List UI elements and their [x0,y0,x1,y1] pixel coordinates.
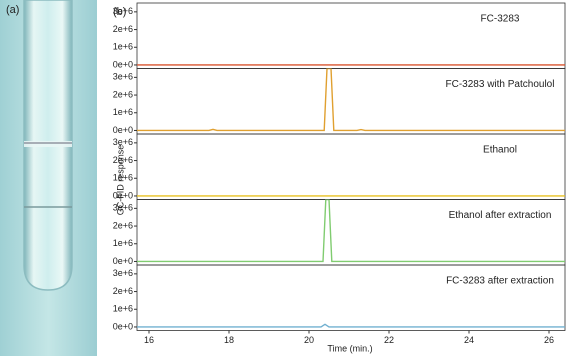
x-tick-label: 20 [304,335,314,345]
chart-title: Ethanol after extraction [449,210,552,221]
x-tick-label: 24 [464,335,474,345]
series-line [137,199,565,263]
series-line [137,323,565,328]
chart-title: FC-3283 after extraction [446,276,554,287]
photo [0,0,97,356]
y-tick-label: 3e+6 [113,137,133,147]
y-tick-label: 0e+0 [113,321,133,331]
chart-title: Ethanol [483,145,517,156]
y-axis-label: GC-FID response [115,145,125,216]
series-line [137,68,565,132]
y-tick-label: 1e+6 [113,173,133,183]
y-tick-label: 3e+6 [113,72,133,82]
y-tick-label: 2e+6 [113,286,133,296]
y-tick-label: 1e+6 [113,304,133,314]
x-tick-label: 16 [144,335,154,345]
y-tick-label: 0e+0 [113,190,133,200]
x-tick-label: 26 [544,335,554,345]
y-tick-label: 1e+6 [113,238,133,248]
x-tick-label: 18 [224,335,234,345]
plot-frame [136,264,566,331]
y-tick-label: 2e+6 [113,220,133,230]
y-tick-label: 2e+6 [113,24,133,34]
x-axis-label: Time (min.) [327,343,372,353]
chart-title: FC-3283 [481,14,520,25]
panel-label: (a) [6,4,19,16]
y-tick-label: 3e+6 [113,268,133,278]
y-tick-label: 2e+6 [113,155,133,165]
y-tick-label: 0e+0 [113,59,133,69]
y-tick-label: 2e+6 [113,89,133,99]
y-tick-label: 3e+6 [113,203,133,213]
panel-label: (b) [113,6,126,18]
chart-title: FC-3283 with Patchoulol [446,79,555,90]
y-tick-label: 0e+0 [113,256,133,266]
x-tick-label: 22 [384,335,394,345]
y-tick-label: 0e+0 [113,125,133,135]
y-tick-label: 1e+6 [113,107,133,117]
y-tick-label: 3e+6 [113,6,133,16]
y-tick-label: 1e+6 [113,42,133,52]
